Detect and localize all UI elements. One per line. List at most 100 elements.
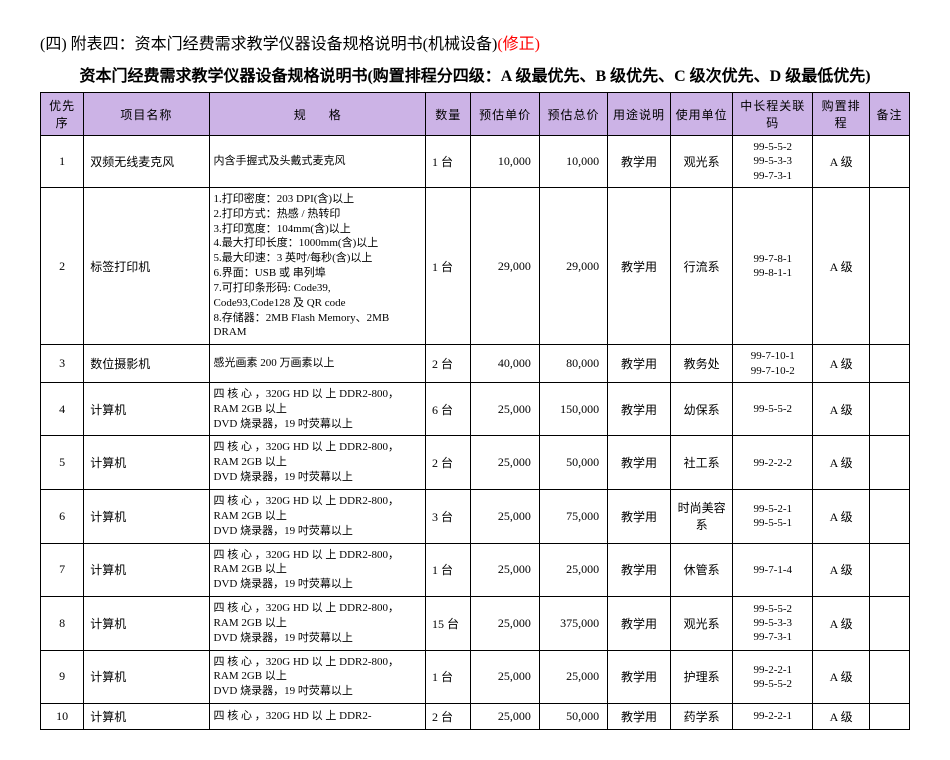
cell-note [870, 597, 910, 651]
cell-code: 99-2-2-199-5-5-2 [733, 650, 813, 704]
cell-qty: 2 台 [425, 704, 471, 730]
cell-qty: 6 台 [425, 382, 471, 436]
header-qty: 数量 [425, 93, 471, 136]
cell-usage: 教学用 [608, 382, 671, 436]
cell-priority: 8 [41, 597, 84, 651]
cell-unit_price: 25,000 [471, 489, 539, 543]
cell-unit_price: 25,000 [471, 543, 539, 597]
header-code: 中长程关联码 [733, 93, 813, 136]
cell-note [870, 704, 910, 730]
cell-priority: 5 [41, 436, 84, 490]
cell-code: 99-7-10-199-7-10-2 [733, 345, 813, 383]
cell-total_price: 50,000 [539, 704, 607, 730]
cell-total_price: 375,000 [539, 597, 607, 651]
document-title: (四) 附表四：资本门经费需求教学仪器设备规格说明书(机械设备)(修正) [40, 30, 910, 54]
header-priority: 优先序 [41, 93, 84, 136]
cell-note [870, 543, 910, 597]
cell-spec: 四 核 心 ，320G HD 以 上 DDR2-800，RAM 2GB 以上DV… [209, 597, 425, 651]
table-row: 5计算机四 核 心 ，320G HD 以 上 DDR2-800，RAM 2GB … [41, 436, 910, 490]
cell-rank: A 级 [813, 543, 870, 597]
table-row: 1双频无线麦克风内含手握式及头戴式麦克风1 台10,00010,000教学用观光… [41, 136, 910, 188]
cell-total_price: 25,000 [539, 543, 607, 597]
cell-dept: 观光系 [670, 597, 733, 651]
table-row: 10计算机四 核 心 ，320G HD 以 上 DDR2-2 台25,00050… [41, 704, 910, 730]
cell-dept: 药学系 [670, 704, 733, 730]
cell-dept: 休管系 [670, 543, 733, 597]
cell-unit_price: 25,000 [471, 436, 539, 490]
cell-total_price: 150,000 [539, 382, 607, 436]
table-row: 7计算机四 核 心 ，320G HD 以 上 DDR2-800，RAM 2GB … [41, 543, 910, 597]
header-usage: 用途说明 [608, 93, 671, 136]
cell-rank: A 级 [813, 345, 870, 383]
cell-note [870, 187, 910, 344]
table-header-row: 优先序 项目名称 规 格 数量 预估单价 预估总价 用途说明 使用单位 中长程关… [41, 93, 910, 136]
header-note: 备注 [870, 93, 910, 136]
cell-rank: A 级 [813, 704, 870, 730]
cell-usage: 教学用 [608, 650, 671, 704]
cell-name: 计算机 [84, 704, 209, 730]
cell-usage: 教学用 [608, 436, 671, 490]
cell-code: 99-2-2-1 [733, 704, 813, 730]
cell-note [870, 436, 910, 490]
cell-qty: 2 台 [425, 436, 471, 490]
table-row: 4计算机四 核 心 ，320G HD 以 上 DDR2-800，RAM 2GB … [41, 382, 910, 436]
cell-unit_price: 25,000 [471, 650, 539, 704]
cell-usage: 教学用 [608, 597, 671, 651]
cell-rank: A 级 [813, 489, 870, 543]
cell-usage: 教学用 [608, 489, 671, 543]
cell-spec: 四 核 心 ，320G HD 以 上 DDR2-800，RAM 2GB 以上DV… [209, 436, 425, 490]
cell-qty: 1 台 [425, 543, 471, 597]
cell-spec: 1.打印密度：203 DPI(含)以上2.打印方式：热感 / 热转印3.打印宽度… [209, 187, 425, 344]
cell-total_price: 80,000 [539, 345, 607, 383]
cell-code: 99-7-8-199-8-1-1 [733, 187, 813, 344]
cell-unit_price: 40,000 [471, 345, 539, 383]
cell-dept: 护理系 [670, 650, 733, 704]
cell-name: 计算机 [84, 650, 209, 704]
cell-qty: 1 台 [425, 650, 471, 704]
cell-dept: 社工系 [670, 436, 733, 490]
cell-rank: A 级 [813, 187, 870, 344]
cell-total_price: 25,000 [539, 650, 607, 704]
cell-priority: 9 [41, 650, 84, 704]
cell-qty: 1 台 [425, 136, 471, 188]
header-name: 项目名称 [84, 93, 209, 136]
cell-rank: A 级 [813, 436, 870, 490]
cell-qty: 15 台 [425, 597, 471, 651]
table-body: 1双频无线麦克风内含手握式及头戴式麦克风1 台10,00010,000教学用观光… [41, 136, 910, 730]
subtitle: 资本门经费需求教学仪器设备规格说明书(购置排程分四级：A 级最优先、B 级优先、… [40, 62, 910, 86]
cell-rank: A 级 [813, 382, 870, 436]
table-row: 9计算机四 核 心 ，320G HD 以 上 DDR2-800，RAM 2GB … [41, 650, 910, 704]
cell-note [870, 489, 910, 543]
cell-spec: 四 核 心 ，320G HD 以 上 DDR2-800，RAM 2GB 以上DV… [209, 382, 425, 436]
header-spec: 规 格 [209, 93, 425, 136]
cell-dept: 教务处 [670, 345, 733, 383]
cell-dept: 时尚美容系 [670, 489, 733, 543]
cell-spec: 四 核 心 ，320G HD 以 上 DDR2-800，RAM 2GB 以上DV… [209, 543, 425, 597]
cell-unit_price: 25,000 [471, 704, 539, 730]
cell-spec: 感光画素 200 万画素以上 [209, 345, 425, 383]
cell-spec: 四 核 心 ，320G HD 以 上 DDR2- [209, 704, 425, 730]
equipment-table: 优先序 项目名称 规 格 数量 预估单价 预估总价 用途说明 使用单位 中长程关… [40, 92, 910, 730]
cell-qty: 1 台 [425, 187, 471, 344]
cell-name: 数位摄影机 [84, 345, 209, 383]
cell-unit_price: 25,000 [471, 597, 539, 651]
cell-spec: 四 核 心 ，320G HD 以 上 DDR2-800，RAM 2GB 以上DV… [209, 650, 425, 704]
cell-rank: A 级 [813, 650, 870, 704]
cell-dept: 行流系 [670, 187, 733, 344]
cell-note [870, 650, 910, 704]
cell-unit_price: 29,000 [471, 187, 539, 344]
cell-name: 计算机 [84, 543, 209, 597]
header-unit-price: 预估单价 [471, 93, 539, 136]
header-total-price: 预估总价 [539, 93, 607, 136]
cell-priority: 2 [41, 187, 84, 344]
cell-name: 计算机 [84, 382, 209, 436]
cell-name: 计算机 [84, 489, 209, 543]
table-row: 3数位摄影机感光画素 200 万画素以上2 台40,00080,000教学用教务… [41, 345, 910, 383]
table-row: 2标签打印机1.打印密度：203 DPI(含)以上2.打印方式：热感 / 热转印… [41, 187, 910, 344]
title-prefix: (四) 附表四：资本门经费需求教学仪器设备规格说明书(机械设备) [40, 36, 497, 53]
cell-note [870, 382, 910, 436]
cell-code: 99-5-2-199-5-5-1 [733, 489, 813, 543]
cell-name: 计算机 [84, 436, 209, 490]
cell-dept: 观光系 [670, 136, 733, 188]
cell-note [870, 345, 910, 383]
